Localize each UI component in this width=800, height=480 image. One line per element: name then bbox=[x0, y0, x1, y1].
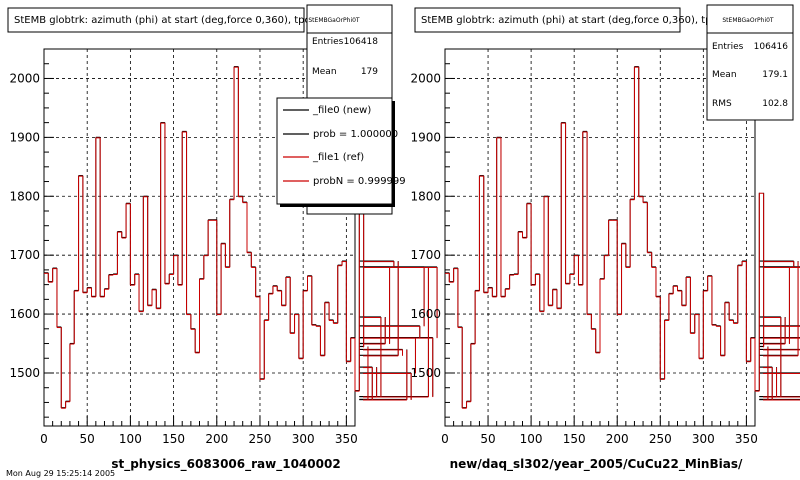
x-tick-label: 250 bbox=[649, 432, 672, 446]
x-axis-label: st_physics_6083006_raw_1040002 bbox=[111, 457, 340, 472]
y-tick-label: 2000 bbox=[9, 71, 40, 85]
stats-label: Entries bbox=[312, 37, 344, 47]
y-tick-label: 2000 bbox=[410, 71, 441, 85]
x-tick-label: 0 bbox=[441, 432, 449, 446]
y-tick-label: 1700 bbox=[410, 248, 441, 262]
x-tick-label: 100 bbox=[520, 432, 543, 446]
x-tick-label: 100 bbox=[119, 432, 142, 446]
y-tick-label: 1600 bbox=[9, 307, 40, 321]
x-tick-label: 200 bbox=[606, 432, 629, 446]
y-tick-label: 1900 bbox=[9, 130, 40, 144]
stats-name: StEMBGaOrPhi0T bbox=[308, 17, 360, 24]
x-tick-label: 350 bbox=[735, 432, 758, 446]
stats-label: Mean bbox=[712, 70, 737, 80]
series-1 bbox=[445, 66, 800, 409]
legend-entry: prob = 1.000000 bbox=[313, 129, 398, 140]
x-tick-label: 50 bbox=[480, 432, 495, 446]
x-tick-label: 0 bbox=[40, 432, 48, 446]
x-tick-label: 300 bbox=[292, 432, 315, 446]
x-tick-label: 300 bbox=[692, 432, 715, 446]
timestamp-footer: Mon Aug 29 15:25:14 2005 bbox=[6, 469, 115, 478]
x-tick-label: 150 bbox=[162, 432, 185, 446]
title-box bbox=[7, 7, 305, 33]
stats-value: 179 bbox=[361, 67, 378, 77]
x-tick-label: 350 bbox=[335, 432, 358, 446]
stats-label: Mean bbox=[312, 67, 337, 77]
x-tick-label: 250 bbox=[249, 432, 272, 446]
y-tick-label: 1800 bbox=[410, 189, 441, 203]
y-tick-label: 1900 bbox=[410, 130, 441, 144]
chart-title: StEMB globtrk: azimuth (phi) at start (d… bbox=[14, 15, 310, 26]
x-tick-label: 200 bbox=[205, 432, 228, 446]
y-tick-label: 1500 bbox=[9, 366, 40, 380]
stats-label: Entries bbox=[712, 42, 744, 52]
y-tick-label: 1700 bbox=[9, 248, 40, 262]
y-tick-label: 1800 bbox=[9, 189, 40, 203]
stats-value: 179.1 bbox=[762, 70, 788, 80]
stats-box bbox=[706, 4, 794, 121]
stats-value: 106418 bbox=[344, 37, 379, 47]
chart-panel-2: 0 50 100 150 200 250 300 350 1500 1600 1700 1800 190… bbox=[410, 4, 800, 472]
x-tick-label: 150 bbox=[563, 432, 586, 446]
x-tick-label: 50 bbox=[80, 432, 95, 446]
legend-entry: _file1 (ref) bbox=[312, 152, 364, 163]
stats-name: StEMBGaOrPhi0T bbox=[722, 17, 774, 24]
stats-value: 102.8 bbox=[762, 99, 788, 109]
y-tick-label: 1600 bbox=[410, 307, 441, 321]
stats-value: 106416 bbox=[754, 42, 789, 52]
x-axis-label: new/daq_sl302/year_2005/CuCu22_MinBias/ bbox=[450, 457, 743, 472]
series-1 bbox=[44, 66, 438, 409]
legend-entry: _file0 (new) bbox=[312, 105, 371, 116]
y-tick-label: 1500 bbox=[410, 366, 441, 380]
legend-entry: probN = 0.999999 bbox=[313, 176, 406, 187]
chart-title: StEMB globtrk: azimuth (phi) at start (d… bbox=[421, 15, 717, 26]
legend-box bbox=[276, 97, 393, 205]
title-box bbox=[414, 7, 681, 33]
stats-label: RMS bbox=[712, 99, 732, 109]
chart-panel-1: 0 50 100 150 200 250 300 350 1500 1600 1700 1800 190… bbox=[7, 4, 438, 472]
